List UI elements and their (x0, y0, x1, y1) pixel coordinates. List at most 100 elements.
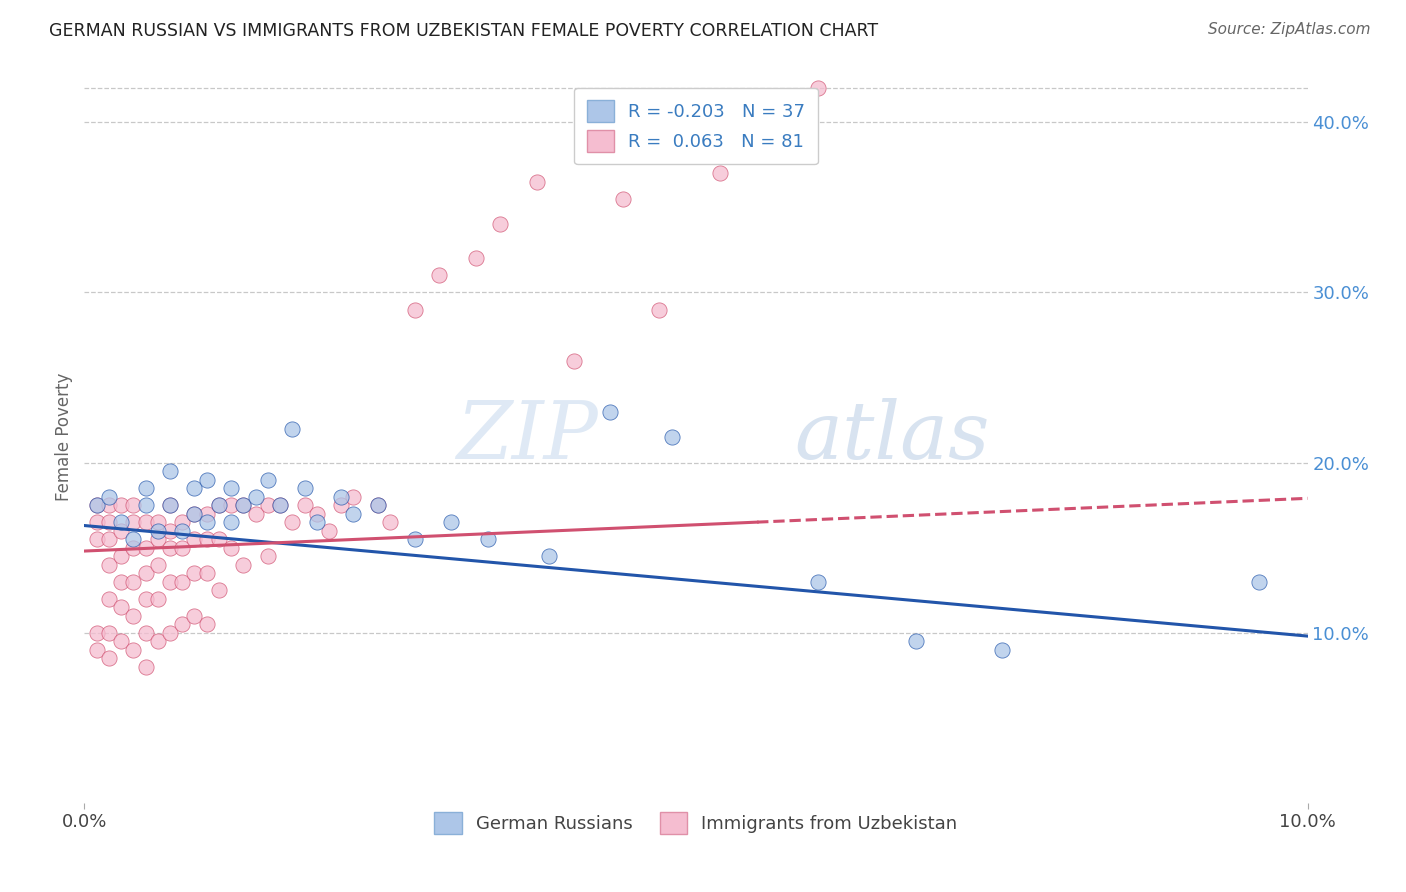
Point (172, 541, 194, 555)
Point (281, 421, 304, 435)
Point (294, 498, 316, 512)
Point (464, 252, 486, 266)
Point (86, 625, 108, 640)
Point (159, 498, 181, 512)
Point (905, 634, 928, 648)
Point (318, 524, 340, 538)
Point (562, 353, 585, 368)
Point (146, 524, 169, 538)
Point (110, 600, 132, 615)
Point (159, 625, 181, 640)
Point (122, 498, 145, 512)
Point (183, 566, 205, 581)
Point (648, 302, 671, 317)
Point (97, 490, 120, 504)
Point (183, 608, 205, 623)
Point (86, 498, 108, 512)
Point (97, 651, 120, 665)
Point (86, 642, 108, 657)
Point (159, 498, 181, 512)
Text: Source: ZipAtlas.com: Source: ZipAtlas.com (1208, 22, 1371, 37)
Point (219, 515, 242, 529)
Point (195, 566, 218, 581)
Point (122, 642, 145, 657)
Point (183, 481, 205, 495)
Point (183, 507, 205, 521)
Point (195, 507, 218, 521)
Point (991, 642, 1014, 657)
Point (135, 481, 157, 495)
Point (208, 498, 231, 512)
Point (232, 498, 254, 512)
Point (269, 498, 291, 512)
Point (146, 532, 169, 546)
Text: GERMAN RUSSIAN VS IMMIGRANTS FROM UZBEKISTAN FEMALE POVERTY CORRELATION CHART: GERMAN RUSSIAN VS IMMIGRANTS FROM UZBEKI… (49, 22, 879, 40)
Point (135, 566, 157, 581)
Point (122, 532, 145, 546)
Point (135, 625, 157, 640)
Point (342, 490, 364, 504)
Point (269, 498, 291, 512)
Point (183, 507, 205, 521)
Point (135, 515, 157, 529)
Point (159, 541, 181, 555)
Legend: German Russians, Immigrants from Uzbekistan: German Russians, Immigrants from Uzbekis… (427, 805, 965, 841)
Point (219, 498, 242, 512)
Point (86, 498, 108, 512)
Point (257, 549, 280, 563)
Point (489, 218, 512, 232)
Point (367, 498, 389, 512)
Point (599, 404, 621, 418)
Point (257, 498, 280, 512)
Point (807, 574, 830, 589)
Point (404, 302, 426, 317)
Point (97, 515, 120, 529)
Point (330, 498, 353, 512)
Point (172, 524, 194, 538)
Point (281, 515, 304, 529)
Point (195, 473, 218, 487)
Point (159, 464, 181, 478)
Point (86, 515, 108, 529)
Point (110, 549, 132, 563)
Text: ZIP: ZIP (457, 399, 598, 475)
Point (97, 625, 120, 640)
Point (135, 659, 157, 673)
Point (110, 524, 132, 538)
Point (342, 507, 364, 521)
Point (807, 81, 830, 95)
Point (110, 574, 132, 589)
Point (427, 268, 450, 283)
Point (305, 507, 328, 521)
Point (245, 490, 267, 504)
Point (146, 591, 169, 606)
Point (172, 617, 194, 632)
Point (97, 558, 120, 572)
Point (135, 541, 157, 555)
Point (232, 558, 254, 572)
Point (219, 541, 242, 555)
Point (110, 515, 132, 529)
Point (294, 481, 316, 495)
Point (86, 532, 108, 546)
Point (172, 574, 194, 589)
Point (195, 617, 218, 632)
Point (97, 591, 120, 606)
Point (183, 532, 205, 546)
Point (122, 608, 145, 623)
Text: atlas: atlas (794, 399, 990, 475)
Point (122, 541, 145, 555)
Point (122, 515, 145, 529)
Point (245, 507, 267, 521)
Point (208, 498, 231, 512)
Point (135, 498, 157, 512)
Y-axis label: Female Poverty: Female Poverty (55, 373, 73, 501)
Point (146, 558, 169, 572)
Point (97, 498, 120, 512)
Point (526, 175, 548, 189)
Point (208, 532, 231, 546)
Point (122, 574, 145, 589)
Point (367, 498, 389, 512)
Point (110, 498, 132, 512)
Point (146, 515, 169, 529)
